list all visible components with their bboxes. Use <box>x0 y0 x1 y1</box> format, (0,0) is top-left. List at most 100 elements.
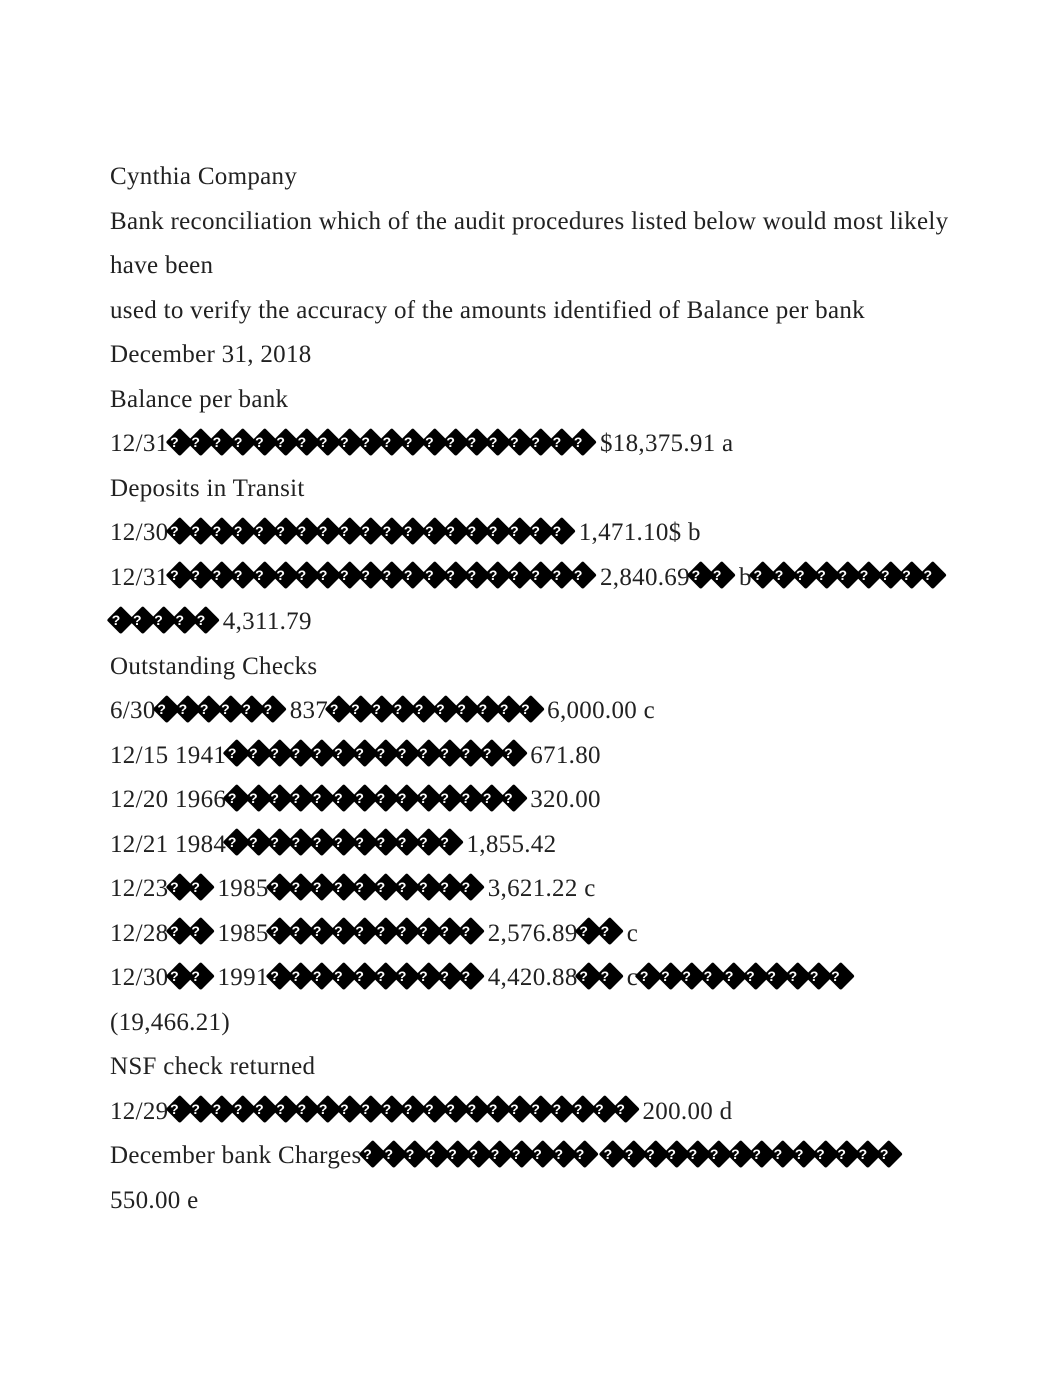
replacement-glyph-icon <box>808 965 829 990</box>
replacement-glyph-icon <box>439 965 460 990</box>
replacement-glyph-icon <box>766 965 787 990</box>
replacement-glyph-icon <box>417 742 438 767</box>
replacement-glyph-icon <box>922 564 943 589</box>
replacement-glyph-icon <box>269 831 290 856</box>
replacement-glyph-icon <box>247 831 268 856</box>
replacement-glyph-icon <box>772 1143 793 1168</box>
replacement-glyph-icon <box>195 609 216 634</box>
text-line: December 31, 2018 <box>110 333 952 378</box>
text-run: c <box>620 920 638 947</box>
replacement-glyph-icon <box>396 876 417 901</box>
text-run: b <box>732 564 751 591</box>
replacement-glyph-icon <box>381 564 402 589</box>
replacement-glyph-icon <box>296 431 317 456</box>
replacement-glyph-icon <box>296 1098 317 1123</box>
replacement-glyph-icon <box>269 876 290 901</box>
replacement-glyph-icon <box>396 787 417 812</box>
replacement-glyph-icon <box>572 431 593 456</box>
replacement-glyph-icon <box>168 965 189 990</box>
text-line: December bank Charges 550.00 e <box>110 1134 952 1223</box>
replacement-glyph-icon <box>396 742 417 767</box>
text-run: 671.80 <box>524 742 601 769</box>
replacement-glyph-icon <box>354 831 375 856</box>
replacement-glyph-icon <box>168 876 189 901</box>
replacement-glyph-icon <box>402 520 423 545</box>
replacement-glyph-icon <box>481 787 502 812</box>
replacement-glyph-icon <box>168 431 189 456</box>
text-line: 12/20 1966 320.00 <box>110 778 952 823</box>
replacement-glyph-icon <box>190 564 211 589</box>
replacement-glyph-icon <box>226 742 247 767</box>
replacement-glyph-icon <box>332 742 353 767</box>
replacement-glyph-icon <box>439 920 460 945</box>
replacement-glyph-icon <box>857 1143 878 1168</box>
replacement-glyph-icon <box>456 698 477 723</box>
replacement-glyph-icon <box>468 1143 489 1168</box>
replacement-glyph-icon <box>553 1143 574 1168</box>
replacement-glyph-icon <box>211 520 232 545</box>
replacement-glyph-icon <box>687 1143 708 1168</box>
replacement-glyph-icon <box>311 787 332 812</box>
text-run: December 31, 2018 <box>110 341 312 368</box>
replacement-glyph-icon <box>510 1143 531 1168</box>
replacement-glyph-icon <box>311 831 332 856</box>
text-run: 12/30 <box>110 964 168 991</box>
text-run: $18,375.91 a <box>593 430 733 457</box>
replacement-glyph-icon <box>445 564 466 589</box>
replacement-glyph-icon <box>836 1143 857 1168</box>
replacement-glyph-icon <box>599 965 620 990</box>
replacement-glyph-icon <box>794 564 815 589</box>
replacement-glyph-icon <box>190 431 211 456</box>
replacement-glyph-icon <box>338 520 359 545</box>
replacement-glyph-icon <box>392 698 413 723</box>
replacement-glyph-icon <box>530 520 551 545</box>
replacement-glyph-icon <box>381 431 402 456</box>
replacement-glyph-icon <box>354 920 375 945</box>
replacement-glyph-icon <box>269 965 290 990</box>
replacement-glyph-icon <box>198 698 219 723</box>
replacement-glyph-icon <box>247 787 268 812</box>
replacement-glyph-icon <box>317 564 338 589</box>
replacement-glyph-icon <box>793 1143 814 1168</box>
text-line: 12/23 1985 3,621.22 c <box>110 867 952 912</box>
replacement-glyph-icon <box>381 1098 402 1123</box>
replacement-glyph-icon <box>574 1143 595 1168</box>
text-run: 12/21 1984 <box>110 831 226 858</box>
text-run: c <box>620 964 638 991</box>
replacement-glyph-icon <box>375 876 396 901</box>
replacement-glyph-icon <box>447 1143 468 1168</box>
replacement-glyph-icon <box>466 431 487 456</box>
replacement-glyph-icon <box>375 831 396 856</box>
replacement-glyph-icon <box>879 564 900 589</box>
replacement-glyph-icon <box>396 831 417 856</box>
replacement-glyph-icon <box>375 920 396 945</box>
replacement-glyph-icon <box>190 876 211 901</box>
text-run: 6,000.00 c <box>541 697 655 724</box>
text-run: 3,621.22 c <box>481 875 595 902</box>
replacement-glyph-icon <box>354 742 375 767</box>
text-run: 200.00 d <box>636 1098 732 1125</box>
replacement-glyph-icon <box>423 431 444 456</box>
replacement-glyph-icon <box>599 920 620 945</box>
replacement-glyph-icon <box>858 564 879 589</box>
text-line: Cynthia Company <box>110 155 952 200</box>
replacement-glyph-icon <box>723 965 744 990</box>
replacement-glyph-icon <box>551 431 572 456</box>
replacement-glyph-icon <box>131 609 152 634</box>
replacement-glyph-icon <box>375 965 396 990</box>
replacement-glyph-icon <box>371 698 392 723</box>
replacement-glyph-icon <box>269 787 290 812</box>
replacement-glyph-icon <box>168 920 189 945</box>
replacement-glyph-icon <box>269 920 290 945</box>
replacement-glyph-icon <box>659 965 680 990</box>
replacement-glyph-icon <box>275 1098 296 1123</box>
text-run: (19,466.21) <box>110 1009 230 1036</box>
replacement-glyph-icon <box>445 520 466 545</box>
replacement-glyph-icon <box>434 698 455 723</box>
text-run: 837 <box>283 697 328 724</box>
replacement-glyph-icon <box>354 965 375 990</box>
replacement-glyph-icon <box>290 876 311 901</box>
replacement-glyph-icon <box>460 787 481 812</box>
replacement-glyph-icon <box>360 564 381 589</box>
text-run: 320.00 <box>524 786 601 813</box>
